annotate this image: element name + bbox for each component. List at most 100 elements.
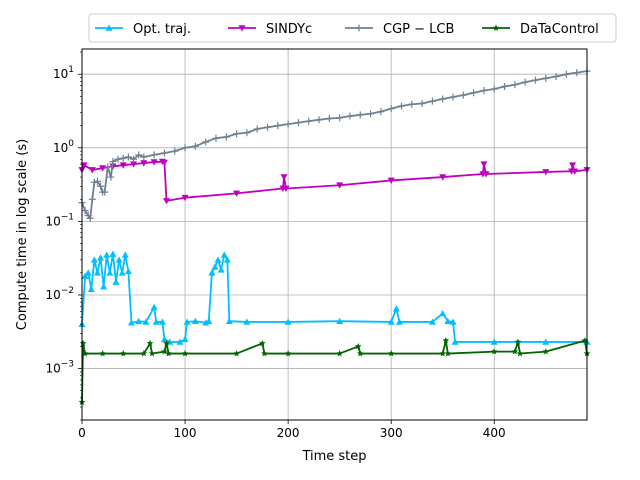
data-point xyxy=(181,335,189,343)
y-tick-base: 10 xyxy=(53,141,68,155)
legend-entry: SINDYc xyxy=(228,22,312,37)
y-tick-label: 101 xyxy=(53,65,74,81)
data-point xyxy=(480,161,488,168)
x-tick-label: 100 xyxy=(174,426,197,440)
data-point xyxy=(562,70,570,78)
data-point xyxy=(97,182,105,190)
data-point xyxy=(163,339,170,347)
data-point xyxy=(387,105,395,113)
data-point xyxy=(261,350,268,357)
data-point xyxy=(354,342,362,350)
data-point xyxy=(346,112,354,120)
data-point xyxy=(115,256,123,263)
legend-label: Opt. traj. xyxy=(133,22,191,37)
legend-entry: DaTaControl xyxy=(482,22,599,37)
x-ticks: 0 100 200 300 400 xyxy=(78,420,506,440)
y-tick-exponent: −1 xyxy=(61,212,74,222)
data-point xyxy=(93,269,101,276)
data-point xyxy=(264,123,272,131)
data-point xyxy=(165,350,172,357)
data-point xyxy=(387,177,395,184)
data-point xyxy=(470,89,478,97)
data-point xyxy=(395,318,403,325)
data-point xyxy=(146,339,154,347)
data-point xyxy=(163,198,171,205)
data-point xyxy=(542,74,550,82)
data-point xyxy=(439,350,447,357)
data-point xyxy=(449,318,457,325)
legend-label: SINDYc xyxy=(266,22,312,37)
legend-label: CGP − LCB xyxy=(383,22,454,37)
data-point xyxy=(135,151,143,159)
data-point xyxy=(84,269,92,276)
data-point xyxy=(569,162,577,169)
data-point xyxy=(79,339,87,347)
data-point xyxy=(212,134,220,142)
y-tick-exponent: −3 xyxy=(61,360,74,370)
y-tick-base: 10 xyxy=(45,362,60,376)
data-point xyxy=(160,335,168,343)
data-point xyxy=(439,95,447,103)
data-point xyxy=(148,350,156,357)
data-point xyxy=(114,155,122,163)
data-point xyxy=(106,269,114,276)
data-point xyxy=(176,338,184,345)
data-point xyxy=(233,350,240,357)
data-point xyxy=(88,195,96,203)
data-point xyxy=(511,81,519,89)
plot-frame xyxy=(81,48,588,421)
data-point xyxy=(542,338,550,345)
data-point xyxy=(140,160,148,167)
data-point xyxy=(160,159,168,167)
data-point xyxy=(81,350,89,357)
y-tick-exponent: 0 xyxy=(68,139,74,149)
data-point xyxy=(274,122,282,130)
data-point xyxy=(81,272,89,279)
data-point xyxy=(355,24,363,32)
data-point xyxy=(97,254,105,261)
data-point xyxy=(181,350,189,357)
data-point xyxy=(439,310,447,317)
series-2 xyxy=(78,67,591,222)
data-point xyxy=(99,350,106,357)
data-point xyxy=(253,125,261,133)
data-point xyxy=(387,350,395,357)
x-axis-label: Time step xyxy=(301,449,366,464)
data-point xyxy=(150,159,158,166)
data-point xyxy=(284,350,292,357)
data-point xyxy=(377,108,385,116)
data-point xyxy=(439,174,447,181)
data-point xyxy=(119,154,127,162)
data-point xyxy=(130,161,138,168)
series-layer xyxy=(78,67,591,405)
data-point xyxy=(220,251,228,258)
data-point xyxy=(150,303,158,311)
data-point xyxy=(490,85,498,93)
data-point xyxy=(142,318,150,325)
data-point xyxy=(516,350,524,357)
data-point xyxy=(191,317,199,325)
data-point xyxy=(101,188,109,196)
data-point xyxy=(336,182,344,189)
data-point xyxy=(214,256,222,263)
y-tick-exponent: −2 xyxy=(61,286,74,296)
data-point xyxy=(90,178,98,186)
data-point xyxy=(109,158,117,166)
y-tick-exponent: 1 xyxy=(68,65,74,75)
data-point xyxy=(127,319,135,326)
data-point xyxy=(233,190,241,197)
data-point xyxy=(282,185,290,192)
data-point xyxy=(181,194,189,202)
data-point xyxy=(105,24,113,31)
data-point xyxy=(511,348,519,355)
series-line xyxy=(81,160,588,202)
data-point xyxy=(573,69,581,77)
data-point xyxy=(107,173,115,181)
y-tick-base: 10 xyxy=(45,288,60,302)
data-point xyxy=(315,116,323,124)
data-point xyxy=(552,73,560,81)
data-point xyxy=(124,267,132,275)
data-point xyxy=(109,250,117,257)
data-point xyxy=(86,214,94,222)
data-point xyxy=(514,338,522,345)
